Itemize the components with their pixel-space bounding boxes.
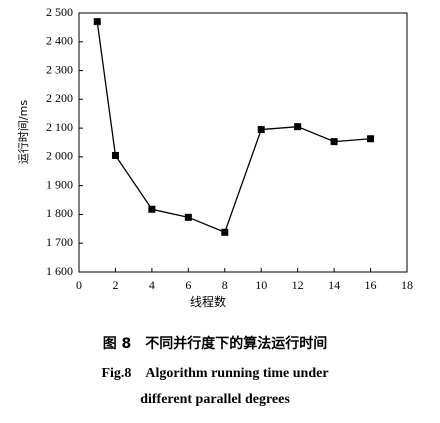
y-tick-label: 2 100 (46, 120, 73, 134)
point-marker (294, 123, 302, 131)
series-line (96, 21, 371, 234)
x-tick-label: 4 (149, 278, 155, 292)
caption-cn: 图 8 不同并行度下的算法运行时间 (103, 335, 328, 352)
point-marker (184, 213, 192, 221)
x-tick-label: 16 (365, 278, 377, 292)
x-tick-label: 2 (112, 278, 118, 292)
point-marker (221, 228, 229, 236)
x-tick-label: 0 (76, 278, 82, 292)
point-marker (148, 205, 156, 213)
y-tick-label: 1 700 (46, 235, 73, 249)
y-tick-label: 2 300 (46, 62, 73, 76)
point-marker (367, 135, 375, 143)
y-tick-label: 1 800 (46, 206, 73, 220)
x-tick-label: 10 (255, 278, 267, 292)
y-axis-title: 运行时间/ms (17, 100, 30, 164)
caption-en: Fig.8 Algorithm running time under (101, 366, 328, 381)
point-marker (111, 151, 119, 159)
x-tick-label: 14 (328, 278, 340, 292)
point-marker (257, 126, 265, 134)
point-marker (93, 18, 101, 26)
x-tick-label: 8 (222, 278, 228, 292)
y-tick-label: 2 400 (46, 34, 73, 48)
x-tick-label: 6 (185, 278, 191, 292)
caption-en: different parallel degrees (140, 392, 290, 407)
x-axis-title: 线程数 (190, 294, 226, 309)
y-tick-label: 1 600 (46, 264, 73, 278)
point-marker (330, 138, 338, 146)
y-tick-label: 2 500 (46, 5, 73, 19)
x-tick-label: 18 (401, 278, 413, 292)
y-tick-label: 2 200 (46, 91, 73, 105)
x-tick-label: 12 (292, 278, 304, 292)
plot-frame (78, 12, 408, 273)
y-tick-label: 2 000 (46, 149, 73, 163)
y-tick-label: 1 900 (46, 177, 73, 191)
